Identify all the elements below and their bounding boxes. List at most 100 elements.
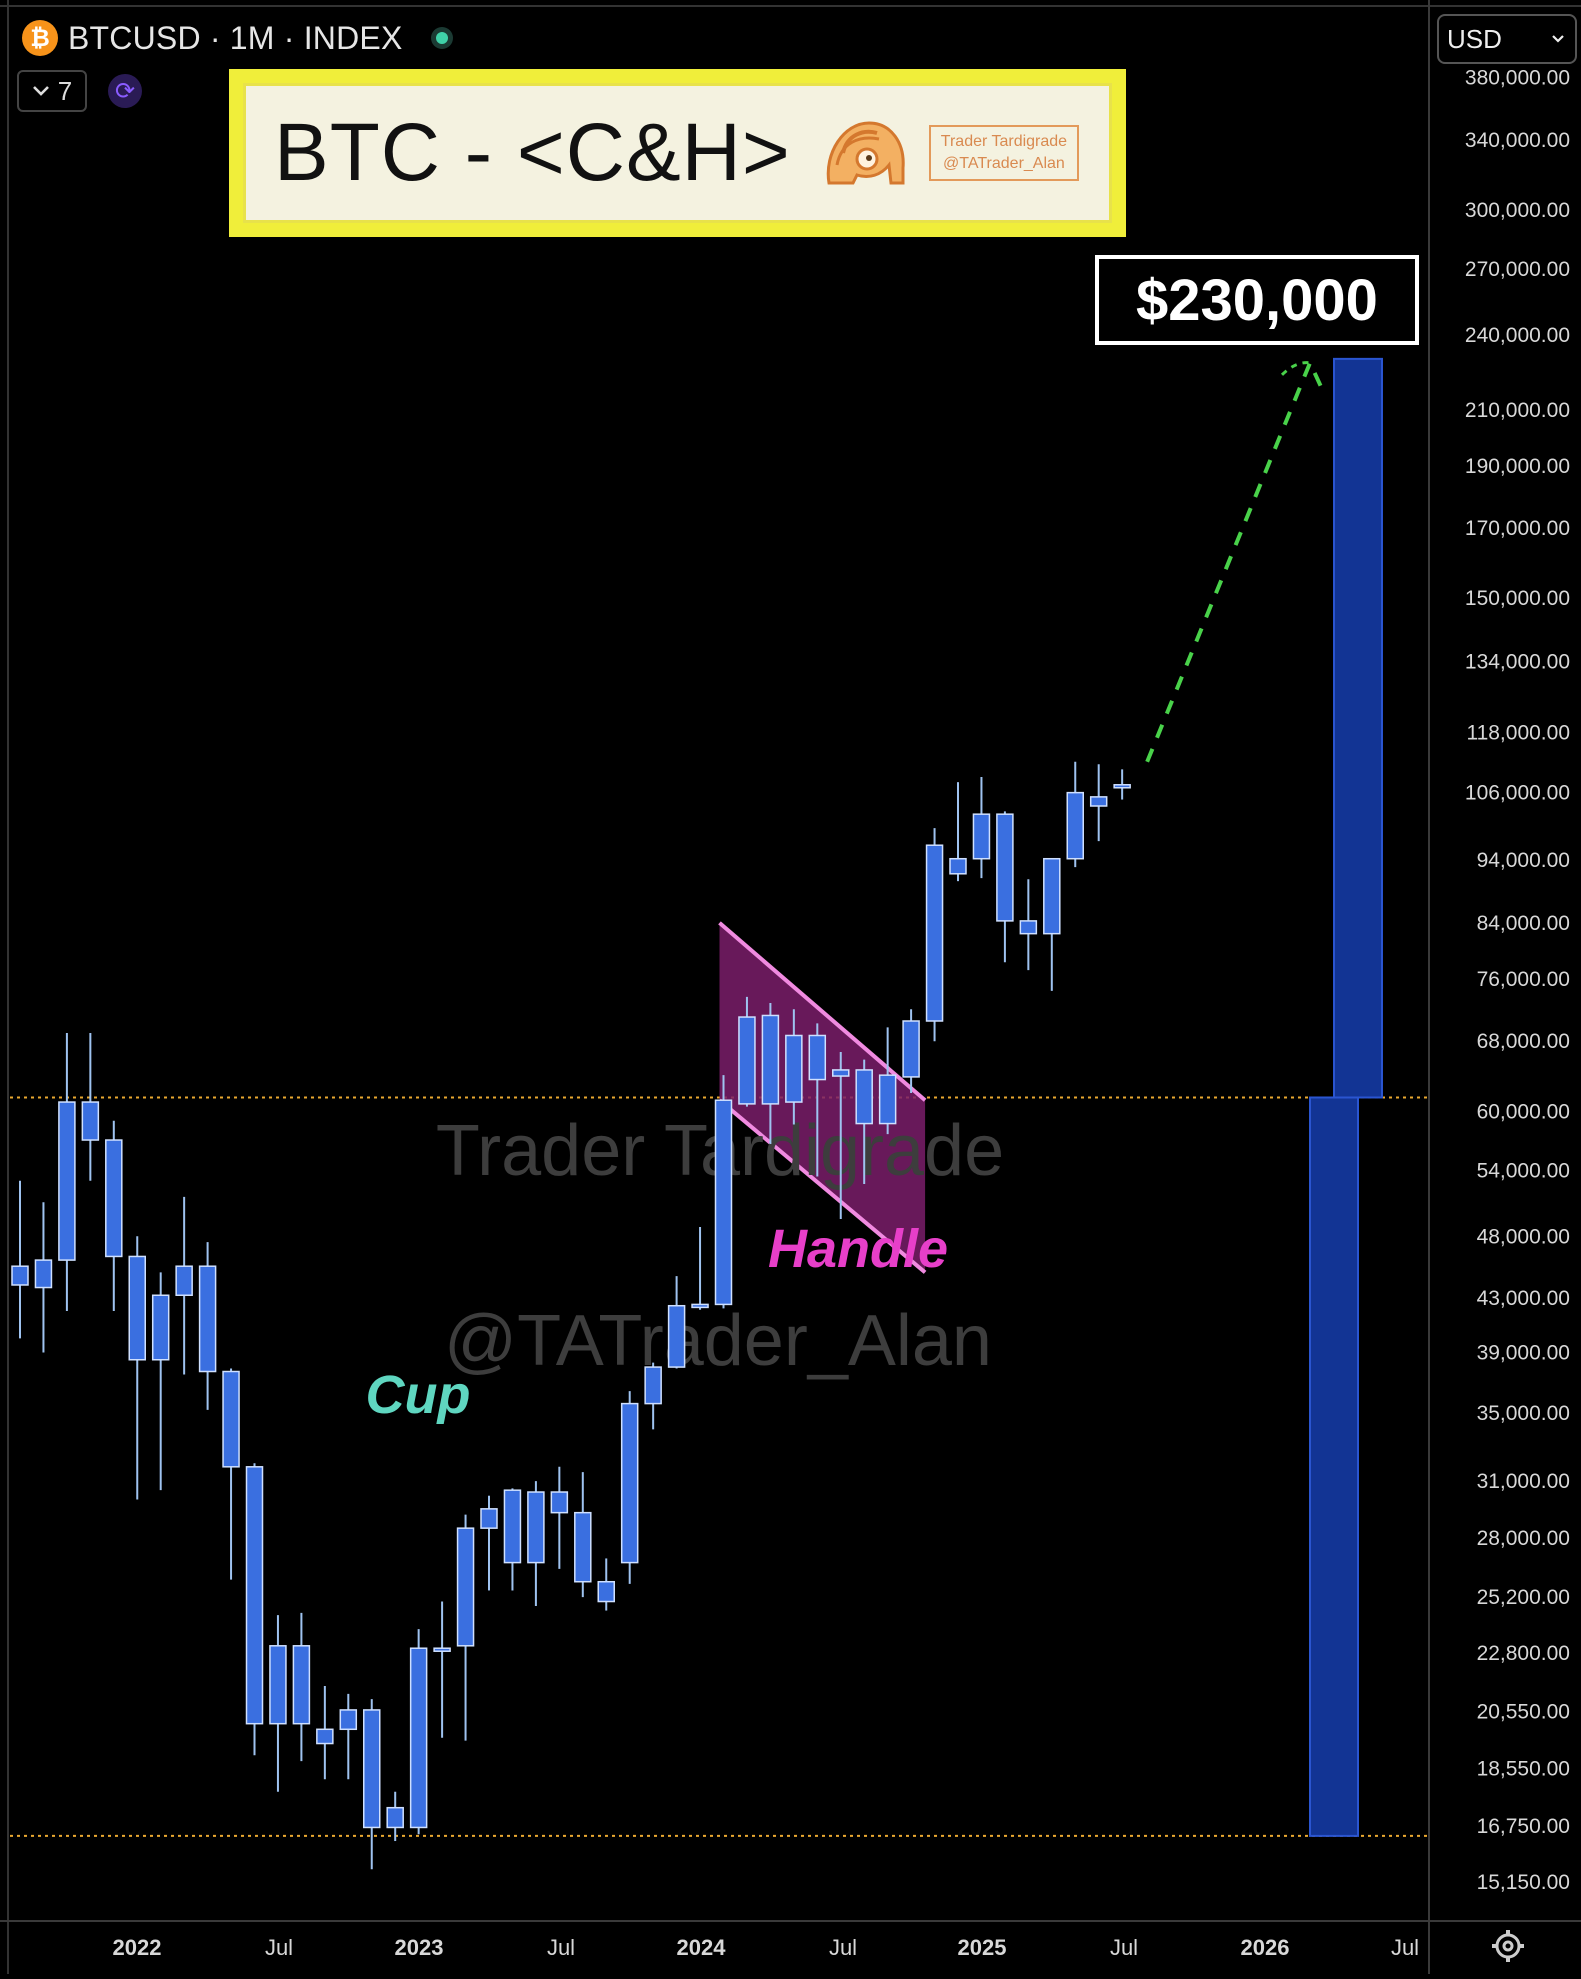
horizontal-levels (10, 1096, 1427, 1837)
candle-body (949, 857, 967, 875)
candle (456, 1514, 475, 1741)
candle (292, 1612, 311, 1762)
candle (245, 1463, 264, 1756)
candle (433, 1601, 451, 1738)
candle-body (433, 1647, 451, 1652)
candle-body (11, 1265, 29, 1286)
price-tick-label: 150,000.00 (1465, 587, 1570, 610)
handle-lower-line (718, 1098, 927, 1274)
candle-body (1066, 791, 1084, 860)
price-tick-label: 54,000.00 (1477, 1159, 1570, 1182)
time-tick-label: 2024 (677, 1935, 727, 1960)
candle (363, 1699, 381, 1870)
candle-body (855, 1069, 873, 1125)
price-tick-label: 190,000.00 (1465, 455, 1570, 478)
price-tick-label: 18,550.00 (1477, 1758, 1570, 1781)
candle (785, 1009, 803, 1125)
time-tick-label: Jul (1391, 1935, 1419, 1960)
time-tick-label: Jul (1110, 1935, 1138, 1960)
candle-body (316, 1728, 334, 1745)
candle-body (644, 1366, 662, 1405)
candle-body (503, 1489, 522, 1564)
time-tick-label: Jul (829, 1935, 857, 1960)
price-axis[interactable]: 380,000.00 340,000.00 300,000.00 270,000.00… (1465, 67, 1570, 1894)
candles (11, 761, 1131, 1870)
forecast-tip (1280, 361, 1311, 376)
candle-body (198, 1265, 217, 1373)
forecast-path (1145, 357, 1324, 763)
sync-icon[interactable]: ⟳ (108, 74, 142, 108)
time-axis[interactable]: 2022 Jul 2023 Jul 2024 Jul 2025 Jul 2026 Jul (113, 1935, 1420, 1960)
candle (925, 828, 944, 1042)
candle (222, 1368, 240, 1580)
price-tick-label: 84,000.00 (1477, 912, 1570, 935)
candle (972, 777, 991, 879)
candle (597, 1558, 615, 1611)
price-tick-label: 270,000.00 (1465, 258, 1570, 281)
candle (667, 1276, 686, 1369)
candle-body (363, 1709, 381, 1829)
candle-body (386, 1806, 404, 1829)
candle-body (620, 1402, 639, 1564)
candle-body (832, 1069, 850, 1077)
price-tick-label: 22,800.00 (1477, 1642, 1570, 1665)
candle-body (456, 1527, 475, 1647)
candle-body (972, 813, 991, 860)
candle (269, 1615, 287, 1792)
price-tick-label: 28,000.00 (1477, 1527, 1570, 1550)
candle-body (1089, 796, 1108, 807)
market-status-icon (430, 27, 453, 49)
candle-body (714, 1099, 733, 1306)
candle (503, 1488, 522, 1591)
candle (714, 1075, 733, 1309)
measured-move-bar (1309, 1096, 1359, 1837)
candle-body (574, 1511, 592, 1583)
price-tick-label: 48,000.00 (1477, 1225, 1570, 1248)
candle (105, 1120, 123, 1312)
price-tick-label: 340,000.00 (1465, 129, 1570, 152)
candle-body (245, 1466, 264, 1725)
price-tick-label: 68,000.00 (1477, 1030, 1570, 1053)
price-tick-label: 60,000.00 (1477, 1100, 1570, 1123)
price-tick-label: 20,550.00 (1477, 1700, 1570, 1723)
candle-body (409, 1647, 428, 1829)
candle-body (128, 1255, 146, 1361)
chevron-down-icon (1552, 35, 1564, 43)
indicator-count: 7 (57, 75, 73, 106)
candle (996, 811, 1014, 963)
candle-body (785, 1034, 803, 1103)
candle (1113, 769, 1131, 800)
settings-gear-icon[interactable] (1490, 1928, 1526, 1964)
title-banner-inner: BTC - <C&H> Trader Tardigrade @TATrader_… (243, 83, 1112, 223)
candle (11, 1180, 29, 1339)
price-target-label: $230,000 (1095, 255, 1419, 345)
price-tick-label: 76,000.00 (1477, 968, 1570, 991)
candle-body (550, 1491, 569, 1514)
symbol-title[interactable]: BTCUSD · 1M · INDEX (68, 19, 403, 56)
candle-body (1113, 784, 1131, 789)
time-tick-label: 2025 (958, 1935, 1007, 1960)
candle (409, 1629, 428, 1835)
candle-body (151, 1294, 170, 1361)
candle (620, 1391, 639, 1584)
collapse-indicators-button[interactable]: 7 (17, 70, 87, 112)
candle (1066, 761, 1084, 868)
price-tick-label: 380,000.00 (1465, 67, 1570, 90)
price-tick-label: 300,000.00 (1465, 199, 1570, 222)
candle (1089, 764, 1108, 842)
bitcoin-icon: ₿ (22, 20, 58, 56)
currency-select[interactable]: USD (1437, 14, 1577, 64)
candle-body (691, 1303, 709, 1309)
candle (832, 1052, 850, 1220)
candle-body (269, 1645, 287, 1725)
candle (761, 1003, 780, 1144)
candle-body (222, 1370, 240, 1468)
candle-body (1043, 857, 1061, 935)
candle (34, 1202, 53, 1353)
symbol-header[interactable]: ₿ BTCUSD · 1M · INDEX (22, 14, 453, 62)
candle (316, 1685, 334, 1780)
time-tick-label: 2026 (1241, 1935, 1290, 1960)
candle (644, 1362, 662, 1430)
candle (1019, 879, 1038, 971)
